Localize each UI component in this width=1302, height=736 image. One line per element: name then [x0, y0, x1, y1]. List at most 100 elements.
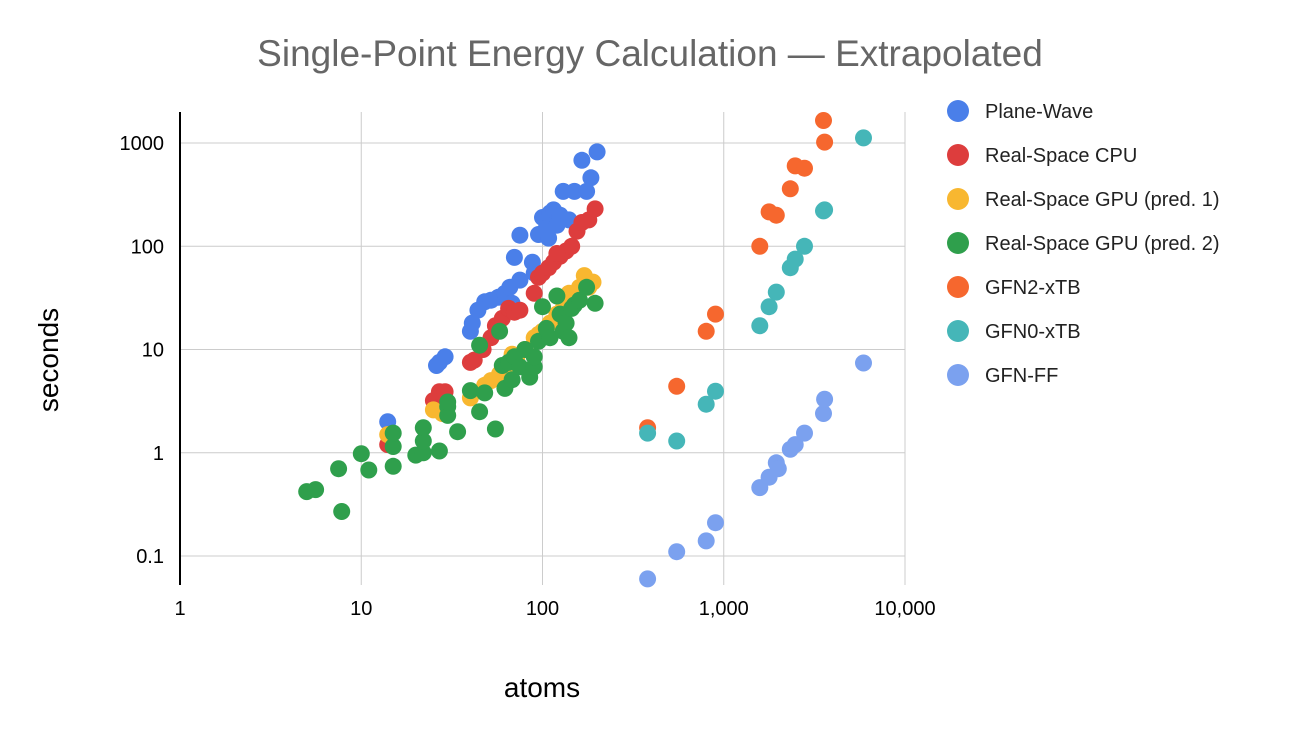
data-point	[491, 322, 509, 340]
data-point	[697, 532, 715, 550]
legend-entry: GFN2-xTB	[985, 277, 1081, 299]
data-point	[414, 444, 432, 462]
data-point	[511, 271, 529, 289]
x-axis-title: atoms	[504, 672, 580, 703]
y-tick-label: 0.1	[136, 546, 164, 568]
data-point	[796, 159, 813, 177]
data-point	[307, 481, 325, 499]
data-point	[436, 348, 454, 366]
data-point	[414, 419, 432, 437]
series-0	[379, 143, 606, 431]
data-point	[449, 423, 467, 441]
data-point	[816, 390, 834, 408]
x-tick-label: 100	[526, 598, 559, 620]
data-point	[588, 143, 606, 161]
data-point	[767, 206, 785, 224]
data-point	[534, 298, 551, 316]
data-point	[330, 460, 348, 478]
legend-entry: Real-Space GPU (pred. 1)	[985, 189, 1220, 211]
data-point	[578, 182, 596, 200]
data-point	[560, 329, 578, 347]
data-point	[525, 284, 543, 302]
grid-lines	[180, 112, 906, 585]
data-point	[439, 393, 457, 411]
data-point	[333, 503, 351, 520]
x-tick-label: 1,000	[699, 598, 749, 620]
data-point	[855, 129, 872, 147]
legend-entry: GFN-FF	[985, 365, 1058, 387]
data-point	[548, 287, 566, 305]
tick-labels: 1 10 100 1,000 10,000 0.1 1 10 100 1000	[120, 133, 936, 620]
data-point	[707, 514, 724, 532]
data-point	[471, 336, 489, 354]
data-point	[471, 403, 489, 421]
data-point	[639, 570, 657, 588]
data-point	[769, 460, 787, 478]
data-point	[586, 200, 604, 218]
data-point	[360, 461, 378, 479]
data-point	[557, 314, 575, 332]
data-point	[461, 382, 479, 400]
legend-marker	[947, 276, 969, 298]
data-point	[668, 432, 686, 450]
data-point	[781, 180, 799, 198]
legend-marker	[947, 144, 969, 166]
series-5	[639, 129, 872, 450]
chart-title: Single-Point Energy Calculation — Extrap…	[257, 33, 1043, 74]
data-point	[786, 436, 804, 454]
data-point	[668, 377, 686, 395]
data-point	[855, 354, 872, 372]
data-point	[384, 438, 402, 455]
data-point	[352, 445, 370, 463]
data-point	[511, 226, 529, 244]
series-6	[639, 354, 872, 588]
data-point	[540, 229, 558, 247]
y-tick-label: 1	[153, 443, 164, 465]
data-point	[511, 301, 529, 319]
legend-marker	[947, 232, 969, 254]
legend-entry: Real-Space GPU (pred. 2)	[985, 233, 1220, 255]
x-tick-label: 1	[174, 598, 185, 620]
series-3	[298, 278, 604, 520]
data-point	[476, 384, 494, 402]
data-point	[697, 322, 715, 340]
legend-entry: GFN0-xTB	[985, 321, 1081, 343]
data-point	[707, 305, 724, 323]
legend-marker	[947, 188, 969, 210]
data-point	[586, 294, 604, 312]
data-point	[548, 245, 566, 262]
data-point	[503, 371, 521, 389]
data-point	[565, 182, 583, 200]
data-point	[571, 291, 588, 309]
data-point	[760, 298, 778, 316]
data-point	[816, 133, 834, 151]
y-axis-title: seconds	[33, 308, 64, 412]
data-point	[639, 424, 657, 442]
data-point	[573, 151, 591, 169]
legend-marker	[947, 320, 969, 342]
data-point	[541, 329, 559, 347]
data-point	[486, 420, 504, 438]
data-point	[816, 201, 834, 219]
data-point	[430, 442, 448, 460]
data-point	[751, 237, 769, 255]
data-point	[463, 314, 481, 332]
data-point	[414, 432, 432, 450]
data-points	[298, 112, 872, 588]
data-point	[668, 543, 686, 561]
data-point	[796, 237, 813, 255]
data-point	[384, 424, 402, 442]
legend: Plane-Wave Real-Space CPU Real-Space GPU (…	[947, 100, 1220, 387]
data-point	[767, 283, 785, 301]
data-point	[815, 112, 832, 129]
legend-marker	[947, 100, 969, 122]
data-point	[796, 424, 813, 442]
series-4	[639, 112, 834, 437]
data-point	[707, 382, 724, 400]
legend-entry: Plane-Wave	[985, 101, 1093, 123]
legend-marker	[947, 364, 969, 386]
legend-entry: Real-Space CPU	[985, 145, 1137, 167]
data-point	[578, 278, 596, 296]
x-tick-label: 10	[350, 598, 372, 620]
